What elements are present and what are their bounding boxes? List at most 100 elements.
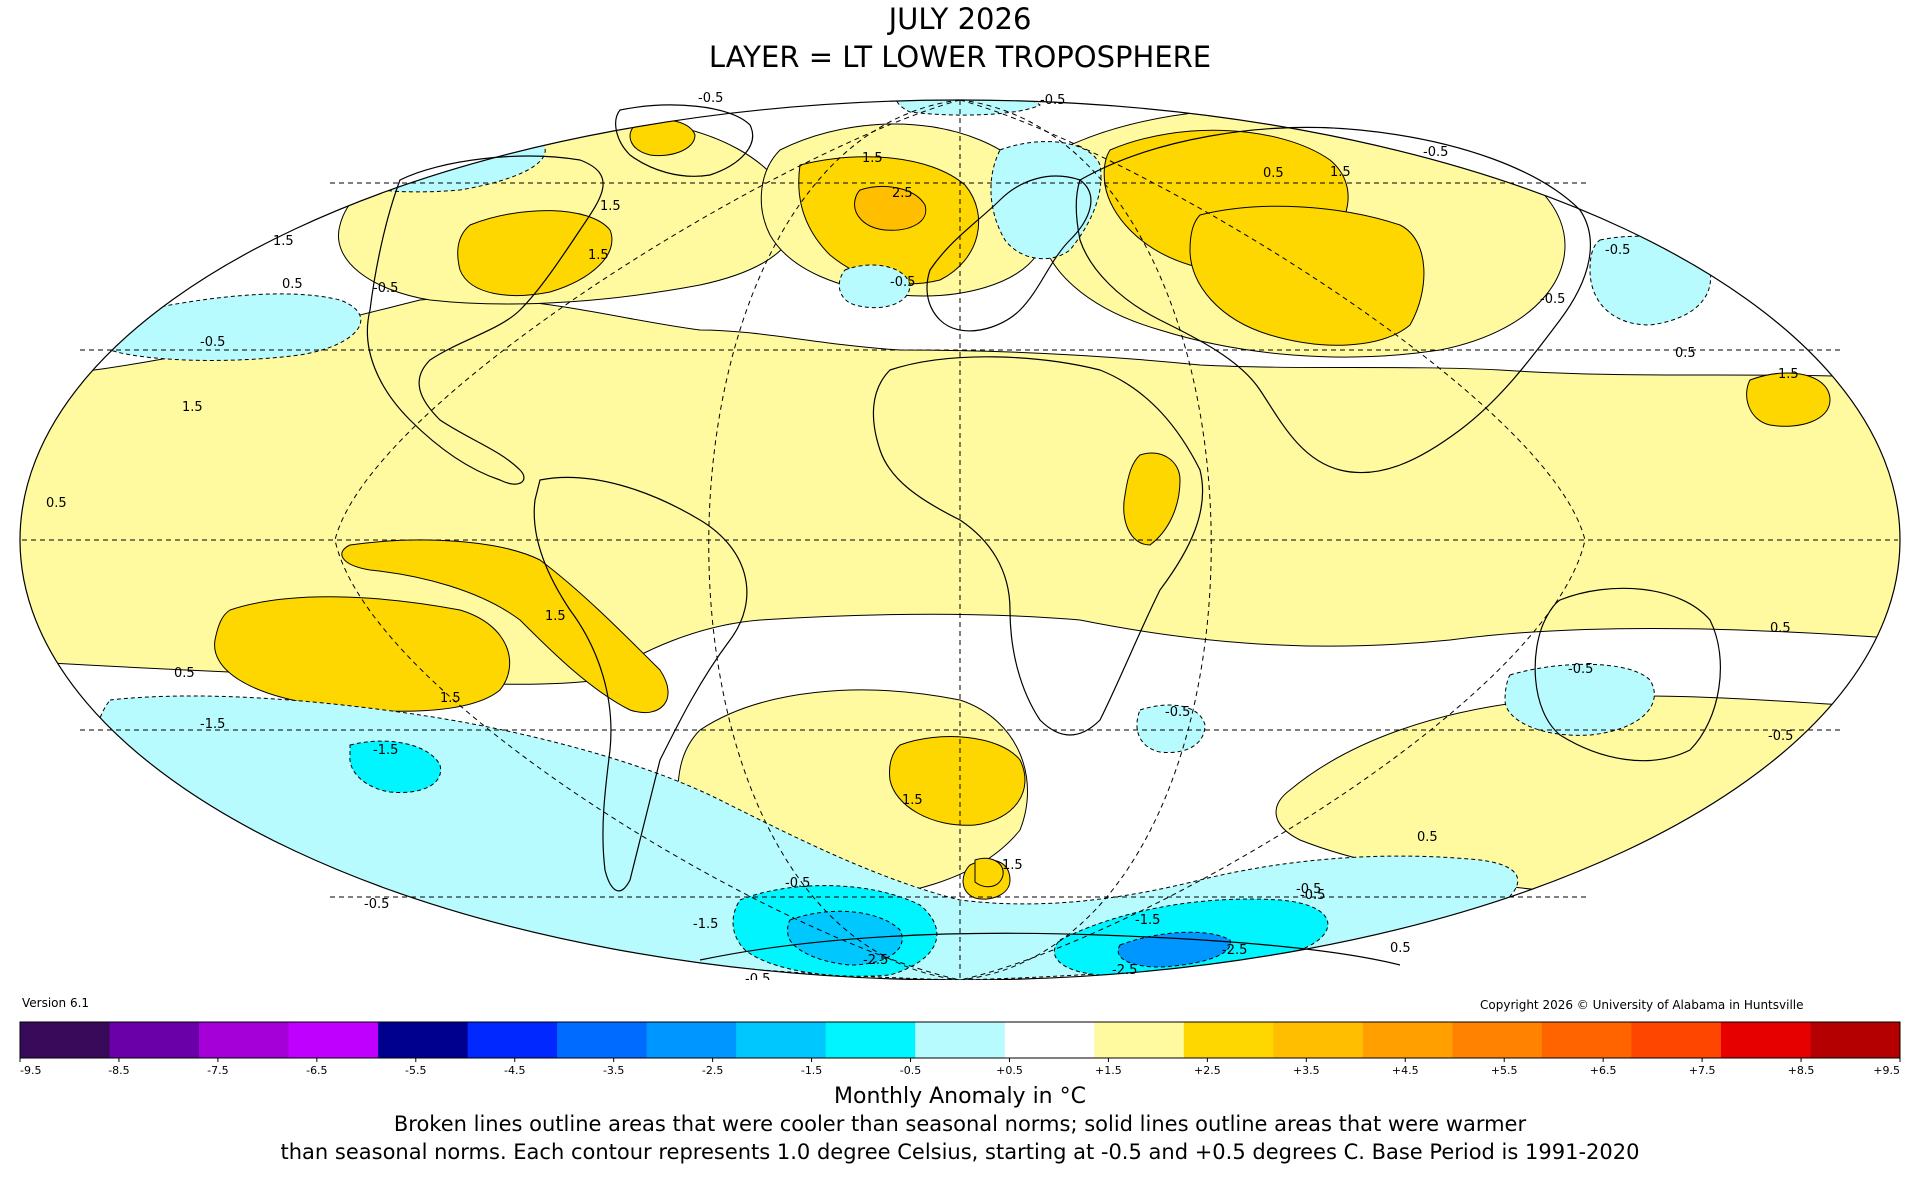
warm-core-north-pacific (457, 210, 613, 297)
contour-label: 1.5 (1330, 165, 1351, 180)
color-scale-tick-label: +1.5 (1095, 1064, 1122, 1077)
graticule (22, 99, 1898, 980)
contour-label: -2.5 (863, 953, 888, 968)
contour-label: 1.5 (440, 691, 461, 706)
contour-label: -0.5 (745, 972, 770, 980)
coastline-australia (1534, 587, 1721, 762)
color-swatch (20, 1022, 111, 1058)
contour-label: -0.5 (698, 91, 723, 106)
anomaly-map: -0.5 -0.5 1.5 2.5 0.5 1.5 -0.5 -0.5 -0.5… (19, 91, 1901, 980)
cold-peak-drake (787, 910, 903, 966)
cold-region-north-atlantic (838, 264, 911, 309)
contour-label: -0.5 (1768, 729, 1793, 744)
contour-label: 0.5 (1770, 621, 1791, 636)
color-swatch (1631, 1022, 1722, 1058)
version-label: Version 6.1 (22, 996, 90, 1010)
color-scale-tick-label: +3.5 (1293, 1064, 1320, 1077)
contour-label: -0.5 (1605, 243, 1630, 258)
contour-label: 0.5 (46, 496, 67, 511)
color-swatch (1094, 1022, 1185, 1058)
cold-region-indian (1136, 704, 1206, 754)
contour-label: 1.5 (545, 609, 566, 624)
coastlines (366, 104, 1721, 966)
colorbar-label: Monthly Anomaly in °C (834, 1084, 1086, 1109)
color-swatch (1004, 1022, 1095, 1058)
color-swatch (736, 1022, 827, 1058)
color-scale-tick-label: +7.5 (1689, 1064, 1716, 1077)
coastline-asia (1075, 126, 1591, 474)
warm-core-east-pacific (214, 596, 511, 712)
contour-label: 1.5 (588, 248, 609, 263)
contour-label: 1.5 (862, 151, 883, 166)
color-swatch (1273, 1022, 1364, 1058)
contour-label: 0.5 (1390, 941, 1411, 956)
color-scale: -9.5 -8.5 -7.5 -6.5 -5.5 -4.5 -3.5 -2.5 -1.5 -0.5… (19, 1021, 1901, 1077)
contour-label: -0.5 (1423, 145, 1448, 160)
footnote-line1: Broken lines outline areas that were coo… (393, 1112, 1527, 1136)
contour-label: -1.5 (373, 743, 398, 758)
warm-peak-europe (854, 186, 927, 231)
warm-core-east-africa (1123, 452, 1181, 546)
title-layer: LAYER = LT LOWER TROPOSPHERE (708, 40, 1212, 74)
coastline-greenland (615, 104, 754, 177)
footnote: Broken lines outline areas that were coo… (0, 1110, 1920, 1166)
contour-label: -0.5 (890, 275, 915, 290)
color-swatch (1720, 1022, 1811, 1058)
contour-label: -0.5 (373, 281, 398, 296)
contour-label: -2.5 (1112, 963, 1137, 978)
contour-label: 0.5 (282, 277, 303, 292)
color-swatch (1452, 1022, 1543, 1058)
color-scale-tick-label: -2.5 (702, 1064, 723, 1077)
footnote-line2: than seasonal norms. Each contour repres… (280, 1140, 1640, 1164)
color-scale-frame (19, 1021, 1901, 1059)
color-scale-tick-label: -9.5 (20, 1064, 41, 1077)
color-scale-tick-label: -0.5 (900, 1064, 921, 1077)
map-outline (19, 99, 1901, 980)
contour-label: -0.5 (785, 876, 810, 891)
color-scale-tick-label: -4.5 (504, 1064, 525, 1077)
contour-label: 0.5 (1417, 830, 1438, 845)
color-swatch (288, 1022, 379, 1058)
color-scale-tick-label: -1.5 (801, 1064, 822, 1077)
color-scale-tick-label: -8.5 (108, 1064, 129, 1077)
color-swatch (109, 1022, 200, 1058)
coastline-antarctica (699, 932, 1401, 966)
color-scale-tick-label: -3.5 (603, 1064, 624, 1077)
warm-core-south-atlantic (889, 736, 1026, 826)
contour-label: -0.5 (1040, 93, 1065, 108)
color-swatch (1541, 1022, 1632, 1058)
warm-core-central-asia (1189, 205, 1425, 346)
contour-label: 1.5 (902, 793, 923, 808)
coastline-north-america (366, 155, 604, 485)
warm-core-west-pacific (1746, 372, 1831, 427)
contour-label: 2.5 (892, 186, 913, 201)
color-swatch (646, 1022, 737, 1058)
color-scale-tick-label: +0.5 (996, 1064, 1023, 1077)
contour-label: -2.5 (1222, 943, 1247, 958)
color-swatch (557, 1022, 648, 1058)
color-swatch (199, 1022, 290, 1058)
color-scale-tick-label: -7.5 (207, 1064, 228, 1077)
color-swatch (915, 1022, 1006, 1058)
cold-region-arctic-east (1589, 235, 1712, 326)
cold-peak-antarctic (1117, 931, 1231, 968)
coastline-africa (872, 356, 1204, 736)
color-scale-tick-label: -6.5 (306, 1064, 327, 1077)
color-swatch (1183, 1022, 1274, 1058)
contour-label: 0.5 (1263, 166, 1284, 181)
contour-label: -1.5 (200, 717, 225, 732)
color-scale-tick-label: +6.5 (1590, 1064, 1617, 1077)
contour-label: 1.5 (600, 199, 621, 214)
contour-label: 0.5 (174, 666, 195, 681)
color-swatch (467, 1022, 558, 1058)
title-month: JULY 2026 (888, 2, 1032, 36)
color-swatch (1362, 1022, 1453, 1058)
copyright-label: Copyright 2026 © University of Alabama i… (1480, 998, 1804, 1012)
contour-label: -1.5 (693, 917, 718, 932)
cold-region-europe (990, 141, 1102, 260)
contour-label: 1.5 (273, 234, 294, 249)
coastline-europe (926, 175, 1092, 332)
color-swatch (825, 1022, 916, 1058)
contour-label: -1.5 (1135, 913, 1160, 928)
color-scale-tick-label: +8.5 (1788, 1064, 1815, 1077)
